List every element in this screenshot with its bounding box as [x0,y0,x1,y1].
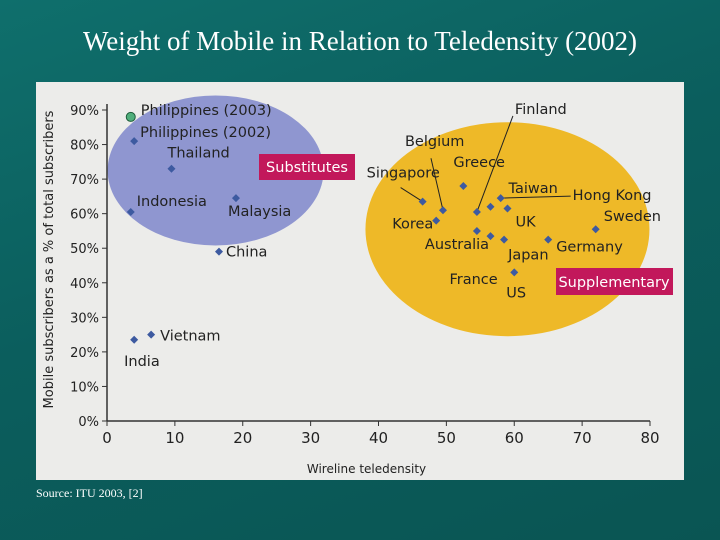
point-us [510,268,519,277]
y-tick-label: 60% [70,208,99,223]
y-tick-label: 0% [78,415,99,430]
point-label-us: US [506,285,526,301]
point-label-france: France [449,272,497,288]
y-tick-label: 20% [70,346,99,361]
point-korea [432,216,441,225]
y-tick-label: 10% [70,380,99,395]
y-tick-label: 30% [70,311,99,326]
point-label-taiwan: Taiwan [507,181,557,197]
x-tick-label: 20 [233,429,252,447]
point-label-hong-kong: Hong Kong [573,188,652,204]
x-tick-label: 40 [369,429,388,447]
point-finland [472,207,481,216]
point-label-belgium: Belgium [405,134,464,150]
point-thailand [167,164,176,173]
point-label-vietnam: Vietnam [160,329,220,345]
chart-panel: 0 10 20 30 40 50 60 70 80 0% 10% 20% 30% 40% 50% 60% 70%… [36,82,684,480]
point-label-china: China [226,245,267,261]
point-label-greece: Greece [453,155,505,171]
point-label-thailand: Thailand [166,146,229,162]
point-label-korea: Korea [392,217,433,233]
point-label-finland: Finland [515,102,567,118]
y-axis-title: Mobile subscribers as a % of total subsc… [42,110,57,408]
point-japan [500,235,509,244]
y-tick-label: 40% [70,277,99,292]
point-label-uk: UK [515,214,536,230]
leader-line-hong-kong [500,195,571,199]
y-tick-label: 80% [70,139,99,154]
point-greece [459,182,468,191]
slide-title: Weight of Mobile in Relation to Teledens… [82,26,638,56]
point-australia [472,226,481,235]
point-india [130,335,139,344]
point-philippines-2003 [125,111,136,122]
supplementary-label: Supplementary [558,275,670,291]
point-malaysia [231,194,240,203]
x-tick-label: 50 [437,429,456,447]
point-label-sweden: Sweden [604,209,661,225]
point-vietnam [147,330,156,339]
point-label-philippines-2002: Philippines (2002) [140,125,271,141]
point-sweden [591,225,600,234]
point-philippines-2002 [130,137,139,146]
y-tick-label: 70% [70,173,99,188]
y-tick-label: 90% [70,104,99,119]
point-label-australia: Australia [425,237,489,253]
x-tick-label: 30 [301,429,320,447]
point-taiwan [486,202,495,211]
point-label-germany: Germany [556,240,623,256]
supplementary-box [556,268,673,295]
source-note: Source: ITU 2003, [2] [36,486,143,500]
x-tick-label: 60 [505,429,524,447]
x-tick-label: 70 [573,429,592,447]
point-label-indonesia: Indonesia [137,194,207,210]
point-hong-kong [496,194,505,203]
point-uk [503,204,512,213]
y-tick-label: 50% [70,242,99,257]
point-belgium [438,206,447,215]
x-axis-title: Wireline teledensity [307,462,426,476]
point-china [214,247,223,256]
substitutes-label: Substitutes [266,160,348,176]
leader-line-singapore [400,187,423,202]
x-tick-label: 10 [165,429,184,447]
point-label-philippines-2003: Philippines (2003) [141,103,272,119]
point-france [486,232,495,241]
leader-line-finland [476,115,514,213]
point-indonesia [126,207,135,216]
point-germany [544,235,553,244]
substitutes-ellipse [107,95,324,246]
substitutes-box [259,154,355,180]
point-label-japan: Japan [507,248,548,264]
scatter-chart: 0 10 20 30 40 50 60 70 80 0% 10% 20% 30% 40% 50% 60% 70%… [42,95,673,476]
x-tick-label: 80 [640,429,659,447]
point-singapore [418,197,427,206]
point-label-singapore: Singapore [367,166,440,182]
point-label-india: India [124,354,160,370]
leader-line-belgium [430,158,444,211]
x-tick-label: 0 [102,429,112,447]
point-label-malaysia: Malaysia [228,204,291,220]
